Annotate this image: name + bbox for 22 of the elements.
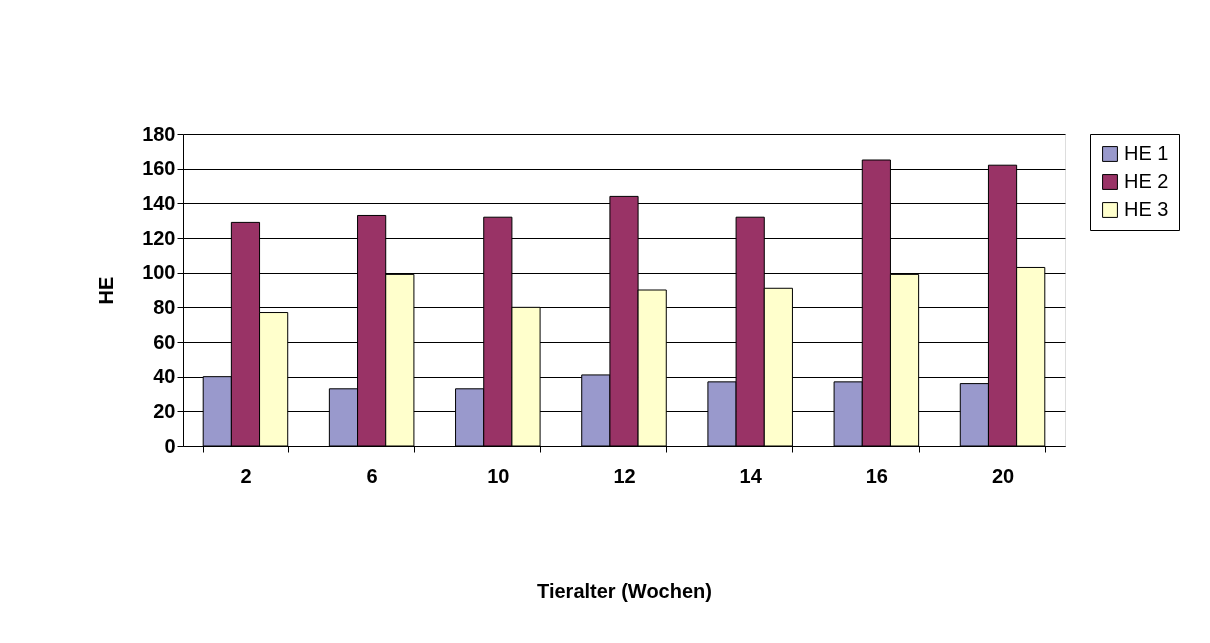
x-tick-label: 20: [991, 464, 1015, 487]
x-tick-label: 14: [739, 464, 763, 487]
y-axis-title: HE: [95, 276, 118, 305]
x-tick-label: 2: [240, 464, 252, 487]
y-tick-label: 120: [142, 226, 176, 249]
x-tick-label: 12: [613, 464, 636, 487]
y-tick-label: 0: [164, 434, 176, 457]
x-tick-label: 6: [366, 464, 378, 487]
x-axis-title: Tieralter (Wochen): [537, 579, 712, 602]
y-tick-label: 60: [153, 330, 176, 353]
y-tick-label: 40: [153, 365, 176, 388]
legend-label: HE 3: [1124, 198, 1169, 220]
x-tick-label: 16: [865, 464, 888, 487]
y-tick-label: 80: [153, 295, 176, 318]
y-tick-label: 140: [142, 191, 176, 214]
x-tick-label: 10: [487, 464, 510, 487]
legend-label: HE 2: [1124, 170, 1169, 192]
legend-label: HE 1: [1124, 142, 1169, 164]
y-tick-label: 160: [142, 157, 176, 180]
y-tick-label: 100: [142, 261, 176, 284]
y-tick-label: 20: [153, 399, 176, 422]
y-tick-label: 180: [142, 122, 176, 145]
